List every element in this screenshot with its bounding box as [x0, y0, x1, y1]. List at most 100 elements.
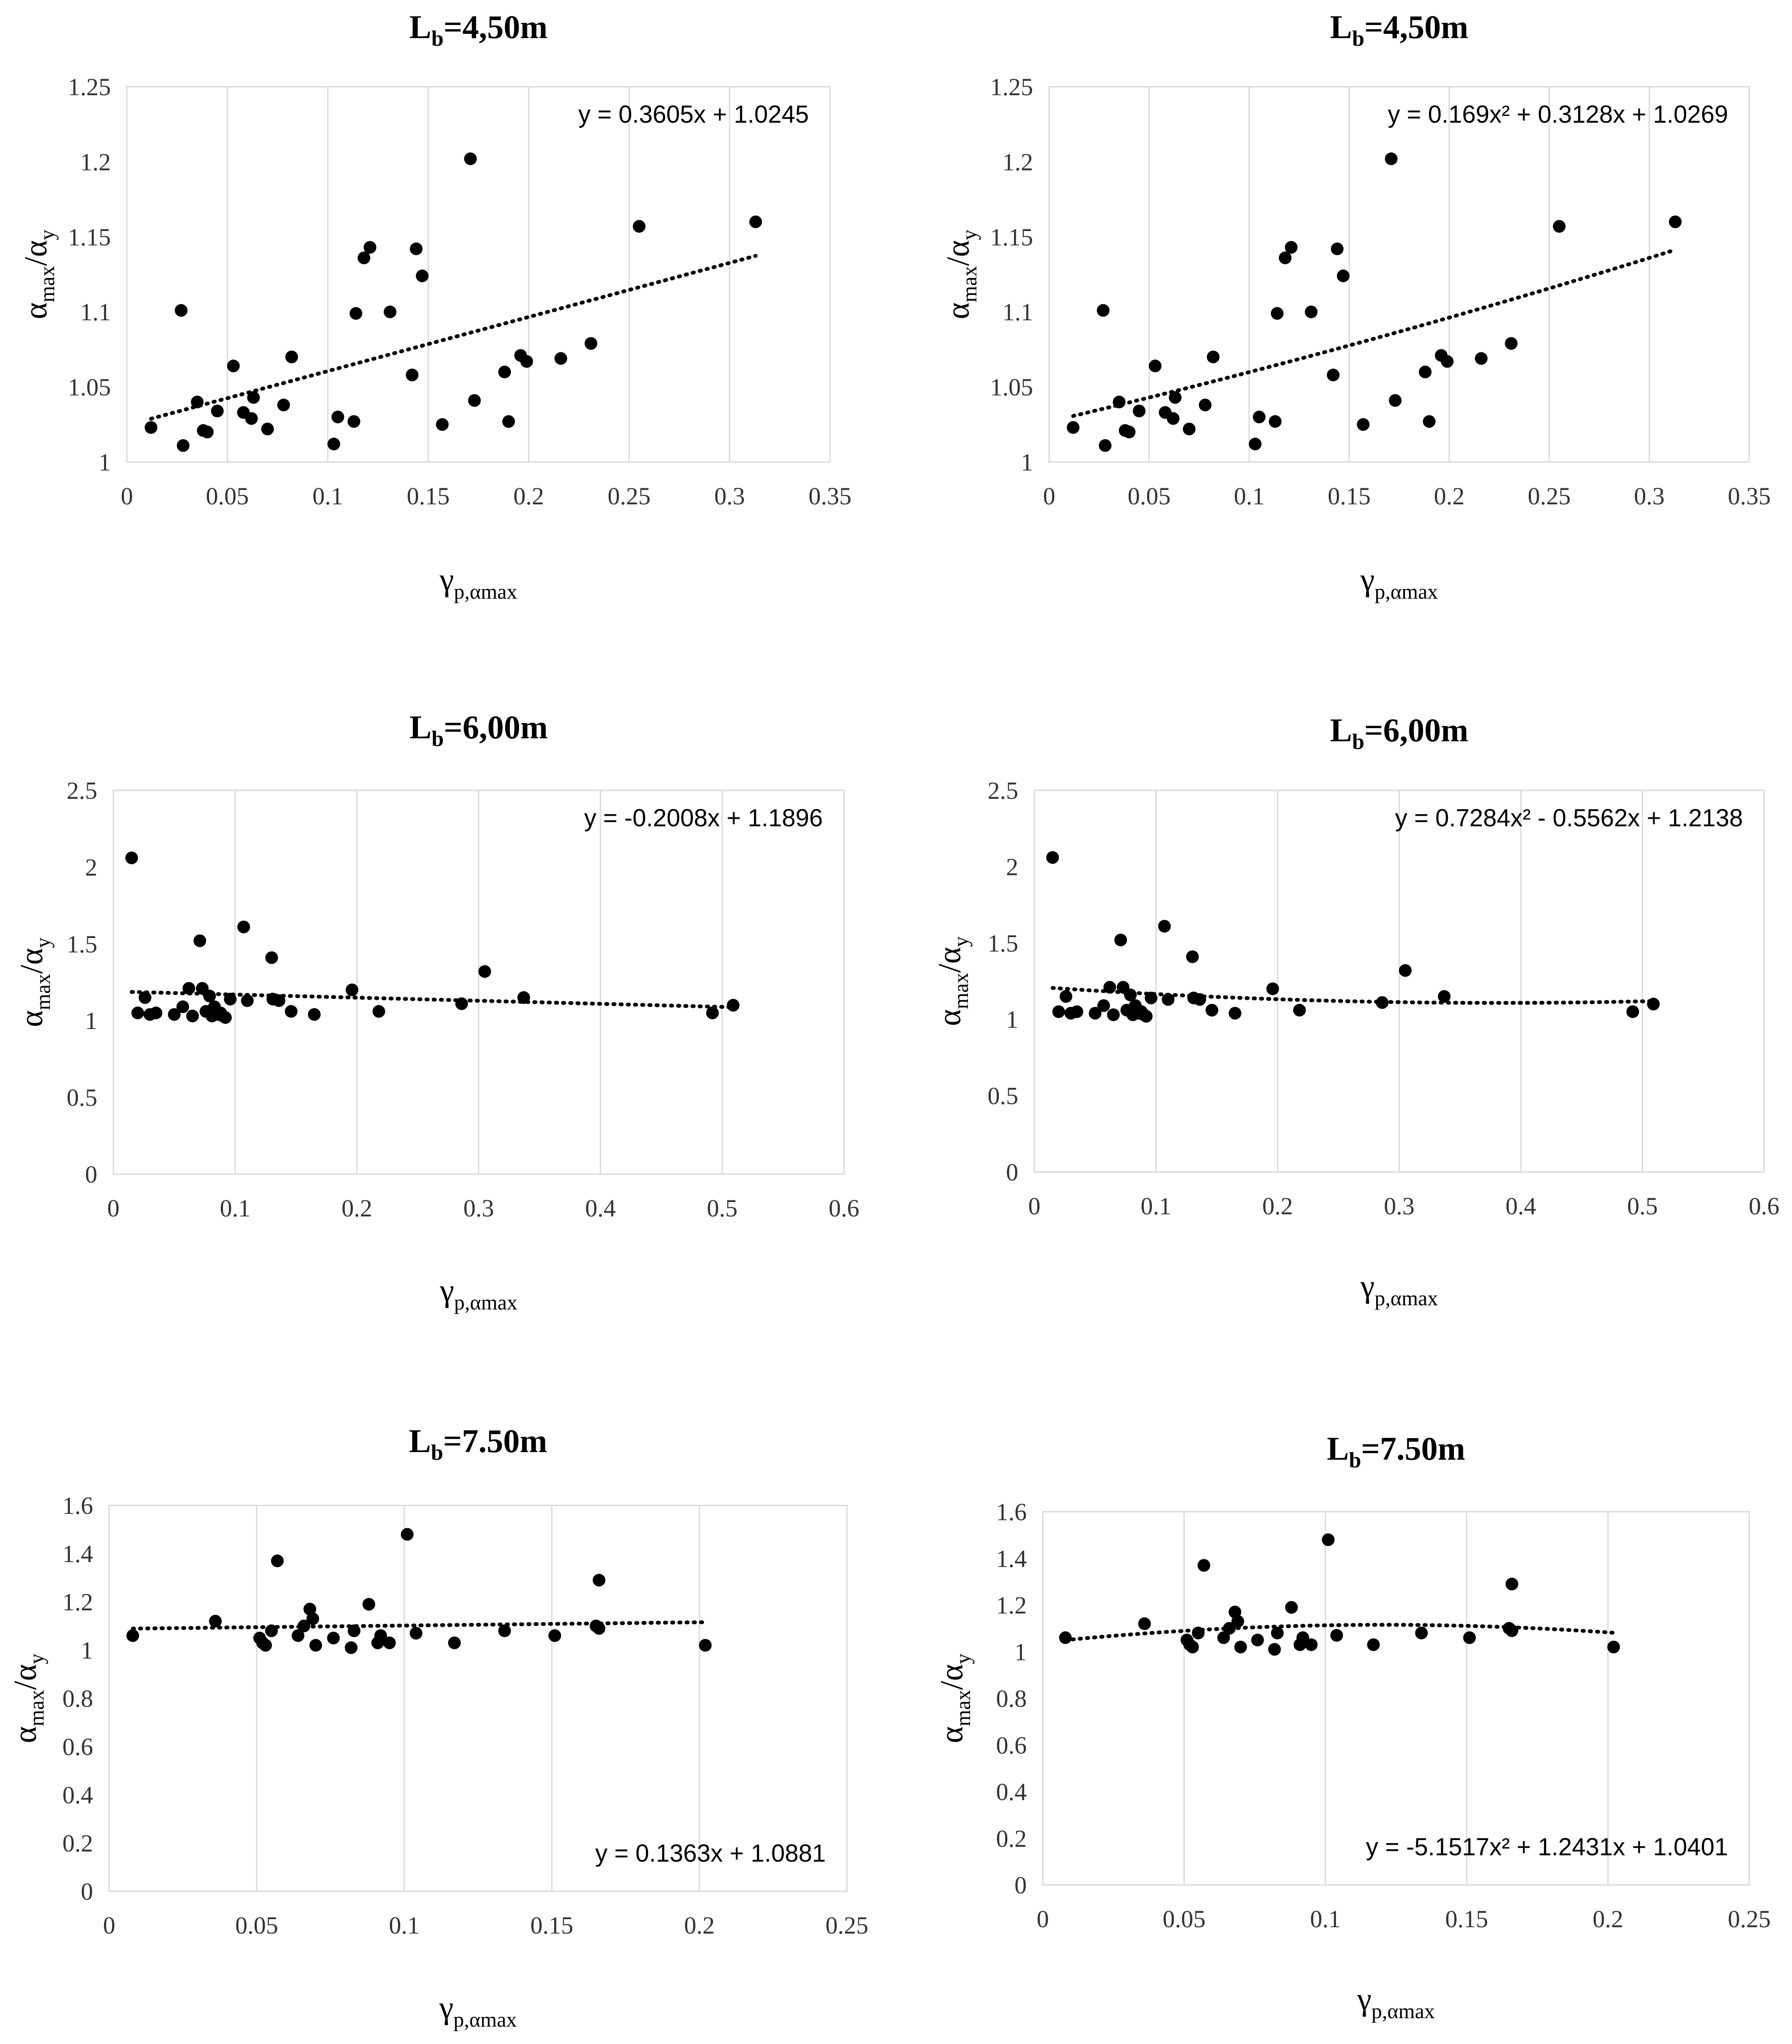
- x-axis-subscript: p,αmax: [453, 2008, 517, 2031]
- data-point: [1145, 991, 1157, 1004]
- data-point: [259, 1639, 272, 1652]
- y-tick-label: 0.8: [996, 1685, 1027, 1712]
- data-point: [144, 421, 157, 434]
- data-point: [464, 152, 477, 165]
- y-tick-label: 1.2: [63, 1588, 93, 1616]
- data-point: [138, 991, 151, 1004]
- data-point: [1418, 366, 1432, 379]
- x-axis-symbol: γ: [1357, 1981, 1371, 2017]
- title-value: 7.50m: [1380, 1430, 1465, 1467]
- chart-title: Lb=4,50m: [410, 8, 548, 51]
- data-point: [191, 396, 204, 409]
- y-axis-denominator-symbol: α: [8, 1664, 43, 1681]
- data-point: [1138, 1617, 1151, 1630]
- y-axis-label: αmax/αy: [14, 938, 55, 1027]
- x-axis-symbol: γ: [439, 562, 454, 597]
- y-tick-label: 1.25: [990, 73, 1033, 101]
- data-point: [517, 991, 530, 1004]
- title-value: 6,00m: [462, 709, 547, 746]
- data-point: [1234, 1640, 1247, 1653]
- title-equals: =: [444, 709, 462, 746]
- data-point: [1271, 1626, 1284, 1640]
- y-axis-numerator-subscript: max: [25, 1690, 48, 1726]
- data-point: [203, 990, 216, 1003]
- chart-panel-lb750_linear: 0 0.05 0.1 0.15 0.2 0.25 0 0.2 0.4 0.6 0.8 1 1.2 1.4 1…: [8, 1422, 869, 2031]
- plot-area: [1048, 86, 1750, 463]
- trendline: [149, 254, 758, 421]
- y-tick-label: 0.6: [63, 1733, 93, 1761]
- data-point: [209, 1615, 222, 1628]
- data-point: [272, 994, 286, 1007]
- y-axis-numerator-subscript: max: [949, 973, 973, 1009]
- data-point: [1357, 418, 1370, 431]
- y-tick-label: 1.5: [988, 930, 1019, 957]
- data-point: [372, 1005, 385, 1018]
- y-axis-slash: /: [940, 257, 976, 266]
- x-tick-label: 0.6: [829, 1194, 860, 1222]
- data-point: [1296, 1631, 1309, 1644]
- y-tick-label: 2.5: [988, 777, 1019, 804]
- x-axis-symbol: γ: [1360, 562, 1375, 597]
- title-symbol: L: [409, 1422, 431, 1459]
- data-point: [1183, 422, 1196, 435]
- data-point: [131, 1007, 144, 1020]
- data-point: [1330, 242, 1344, 256]
- data-point: [1197, 1559, 1210, 1572]
- data-point: [1162, 993, 1175, 1006]
- data-point: [125, 851, 138, 864]
- data-point: [1607, 1640, 1620, 1653]
- x-axis-symbol: γ: [1360, 1268, 1375, 1304]
- y-axis-denominator-subscript: y: [25, 1653, 48, 1664]
- x-axis-label: γp,αmax: [439, 1990, 517, 2031]
- x-axis-label: γp,αmax: [1360, 1268, 1438, 1310]
- data-point: [1217, 1631, 1230, 1644]
- trendline: [1050, 986, 1655, 1005]
- data-point: [1337, 270, 1350, 283]
- trendline: [129, 990, 735, 1009]
- data-point: [1305, 1638, 1318, 1651]
- x-tick-label: 0.3: [714, 482, 745, 510]
- y-tick-label: 1.6: [996, 1498, 1027, 1526]
- plot-area: [113, 790, 845, 1175]
- x-tick-label: 0: [1028, 1192, 1041, 1220]
- y-axis-numerator-symbol: α: [934, 1726, 970, 1743]
- data-point: [1158, 920, 1171, 933]
- data-point: [410, 1627, 423, 1640]
- data-point: [1046, 851, 1059, 864]
- data-point: [1103, 981, 1116, 994]
- y-axis-slash: /: [8, 1681, 43, 1690]
- title-equals: =: [444, 8, 462, 45]
- y-tick-label: 1.4: [63, 1540, 93, 1568]
- y-axis-denominator-subscript: y: [957, 230, 981, 240]
- y-axis-denominator-subscript: y: [35, 230, 59, 240]
- x-tick-label: 0: [121, 482, 133, 510]
- x-axis-subscript: p,αmax: [454, 1290, 517, 1314]
- x-tick-label: 0.2: [1434, 482, 1465, 510]
- x-tick-label: 0.25: [1728, 1905, 1771, 1933]
- data-point: [1669, 215, 1682, 228]
- data-point: [357, 251, 371, 264]
- y-tick-label: 1.1: [1003, 298, 1033, 326]
- chart-panel-lb750_poly: 0 0.05 0.1 0.15 0.2 0.25 0 0.2 0.4 0.6 0.8 1 1.2 1.4 1…: [934, 1430, 1771, 2023]
- y-tick-label: 0.8: [63, 1685, 93, 1712]
- data-point: [502, 415, 515, 428]
- data-point: [1463, 1631, 1476, 1644]
- data-point: [1149, 359, 1162, 372]
- data-point: [1626, 1005, 1639, 1018]
- x-axis-label: γp,αmax: [440, 1273, 517, 1314]
- y-tick-label: 1: [1014, 1638, 1027, 1666]
- x-tick-label: 0.4: [585, 1194, 616, 1222]
- x-tick-label: 0.25: [607, 482, 651, 510]
- data-point: [271, 1554, 284, 1568]
- data-point: [1505, 1624, 1518, 1637]
- x-tick-label: 0.1: [313, 482, 344, 510]
- data-point: [436, 418, 449, 431]
- x-tick-label: 0.35: [808, 482, 852, 510]
- y-axis-denominator-symbol: α: [14, 948, 49, 965]
- data-point: [455, 997, 468, 1010]
- y-axis-numerator-symbol: α: [14, 1010, 49, 1027]
- trendline: [1063, 1623, 1616, 1642]
- y-axis-slash: /: [18, 257, 54, 266]
- data-point: [1097, 999, 1110, 1012]
- data-point: [1293, 1004, 1306, 1017]
